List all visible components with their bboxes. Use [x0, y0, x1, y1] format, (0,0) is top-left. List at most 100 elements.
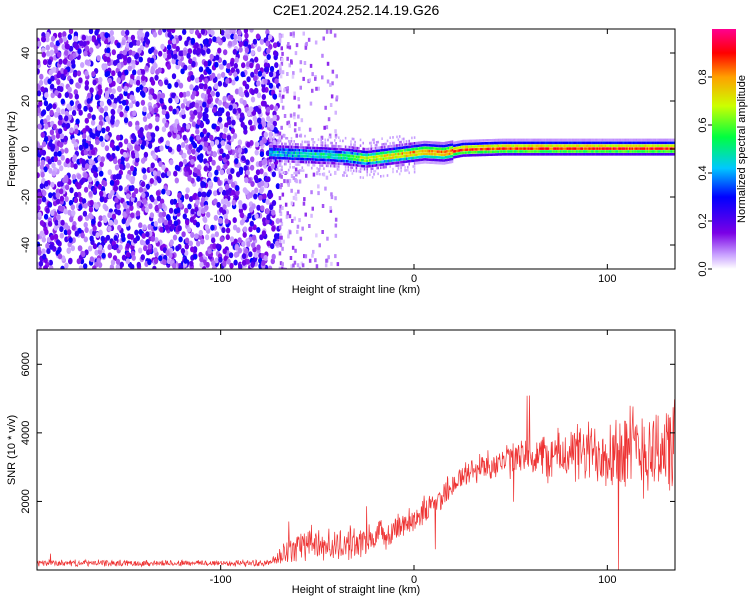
spectrogram-tone-cell — [329, 147, 332, 151]
spectrogram-tone-cell — [449, 146, 451, 150]
spectrogram-tone-cell — [381, 157, 383, 161]
spectrogram-tone-cell — [359, 138, 362, 142]
spectrogram-tone-cell — [335, 136, 337, 139]
spectrogram-noise-cell — [223, 127, 228, 133]
spectrogram-tone-cell — [626, 141, 628, 145]
spectrogram-tone-cell — [374, 149, 377, 153]
spectrogram-tone-cell — [336, 145, 339, 148]
spectrogram-tone-cell — [309, 146, 312, 150]
spectrogram-tone-cell — [430, 152, 432, 156]
spectrogram-tone-cell — [278, 151, 281, 154]
spectrogram-tone-cell — [620, 138, 623, 142]
spectrogram-noise-cell — [56, 51, 62, 58]
spectrogram-tone-cell — [661, 138, 664, 142]
spectrogram-tone-cell — [436, 161, 439, 165]
spectrogram-noise-cell — [238, 207, 244, 214]
spectrogram-tone-cell — [595, 141, 597, 145]
spectrogram-sparse-cell — [279, 185, 282, 190]
spectrogram-noise-cell — [180, 126, 185, 133]
spectrogram-tone-cell — [327, 153, 329, 156]
spectrogram-noise-cell — [87, 112, 92, 119]
spectrogram-tone-cell — [428, 152, 431, 156]
spectrogram-tone-cell — [466, 139, 469, 143]
spectrogram-tone-cell — [398, 155, 401, 158]
spectrogram-noise-cell — [38, 79, 44, 86]
spectrogram-noise-cell — [245, 169, 250, 176]
spectrogram-sparse-cell — [288, 63, 291, 68]
spectrogram-sparse-cell — [327, 255, 330, 260]
spectrogram-tone-cell — [373, 152, 375, 156]
spectrogram-tone-cell — [442, 159, 444, 162]
spectrogram-noise-cell — [109, 264, 115, 269]
spectrogram-sparse-cell — [291, 245, 295, 250]
spectrogram-noise-cell — [53, 151, 58, 158]
spectrogram-tone-cell — [396, 161, 398, 165]
spectrogram-noise-cell — [220, 71, 226, 78]
spectrogram-tone-cell — [344, 171, 347, 174]
spectrogram-noise-cell — [147, 142, 153, 149]
spectrogram-tone-cell — [271, 159, 274, 162]
spectrogram-sparse-cell — [296, 263, 300, 268]
spectrogram-noise-cell — [75, 118, 80, 125]
spectrogram-tone-cell — [645, 150, 647, 153]
spectrogram-tone-cell — [436, 147, 439, 150]
spectrogram-tone-cell — [438, 153, 440, 156]
spectrogram-tone-cell — [297, 160, 299, 164]
spectrogram-tone-cell — [289, 151, 291, 155]
spectrogram-tone-cell — [390, 150, 393, 154]
spectrogram-noise-cell — [254, 87, 259, 94]
spectrogram-tone-cell — [649, 147, 651, 150]
spectrogram-tone-cell — [409, 145, 412, 148]
spectrogram-tone-cell — [591, 144, 593, 147]
spectrogram-noise-cell — [257, 117, 262, 124]
spectrogram-sparse-cell — [293, 128, 297, 133]
spectrogram-tone-cell — [650, 147, 653, 150]
spectrogram-tone-cell — [532, 153, 535, 156]
spectrogram-tone-cell — [459, 151, 462, 155]
spectrogram-noise-cell — [251, 234, 257, 241]
spectrogram-tone-cell — [558, 147, 561, 150]
spectrogram-tone-cell — [431, 155, 433, 159]
spectrogram-noise-cell — [255, 33, 261, 40]
spectrogram-tone-cell — [528, 144, 531, 147]
spectrogram-noise-cell — [269, 104, 274, 111]
spectrogram-tone-cell — [620, 144, 623, 147]
spectrogram-tone-cell — [553, 150, 555, 153]
spectrogram-noise-cell — [229, 60, 234, 67]
spectrogram-tone-cell — [519, 138, 521, 142]
spectrogram-tone-cell — [459, 146, 462, 149]
spectrogram-tone-cell — [312, 149, 314, 153]
spectrogram-noise-cell — [125, 193, 131, 200]
spectrogram-tone-cell — [519, 147, 521, 150]
spectrogram-tone-cell — [290, 137, 293, 140]
spectrogram-tone-cell — [503, 144, 505, 147]
spectrogram-noise-cell — [53, 224, 58, 231]
spectrogram-tone-cell — [323, 150, 325, 153]
spectrogram-tone-cell — [300, 134, 302, 138]
spectrogram-sparse-cell — [286, 56, 289, 61]
spectrogram-tone-cell — [420, 158, 423, 162]
spectrogram-tone-cell — [467, 151, 470, 154]
spectrogram-tone-cell — [354, 158, 356, 161]
spectrogram-noise-cell — [49, 49, 55, 56]
spectrogram-tone-cell — [486, 150, 489, 154]
spectrogram-tone-cell — [615, 153, 618, 156]
spectrogram-noise-cell — [106, 152, 111, 159]
spectrogram-noise-cell — [270, 258, 275, 265]
spectrogram-noise-cell — [217, 99, 223, 106]
spectrogram-tone-cell — [560, 150, 562, 153]
spectrogram-noise-cell — [47, 59, 52, 66]
spectrogram-tone-cell — [382, 163, 385, 166]
spectrogram-sparse-cell — [288, 178, 292, 183]
spectrogram-noise-cell — [167, 131, 172, 138]
spectrogram-tone-cell — [390, 162, 393, 165]
spectrogram-tone-cell — [366, 153, 368, 157]
spectrogram-noise-cell — [77, 48, 82, 55]
spectrogram-tone-cell — [301, 157, 304, 161]
spectrogram-noise-cell — [47, 201, 53, 208]
spectrogram-noise-cell — [68, 29, 74, 35]
spectrogram-tone-cell — [631, 153, 634, 156]
spectrogram-noise-cell — [154, 146, 159, 153]
spectrogram-tone-cell — [381, 143, 383, 146]
spectrogram-tone-cell — [380, 152, 382, 155]
